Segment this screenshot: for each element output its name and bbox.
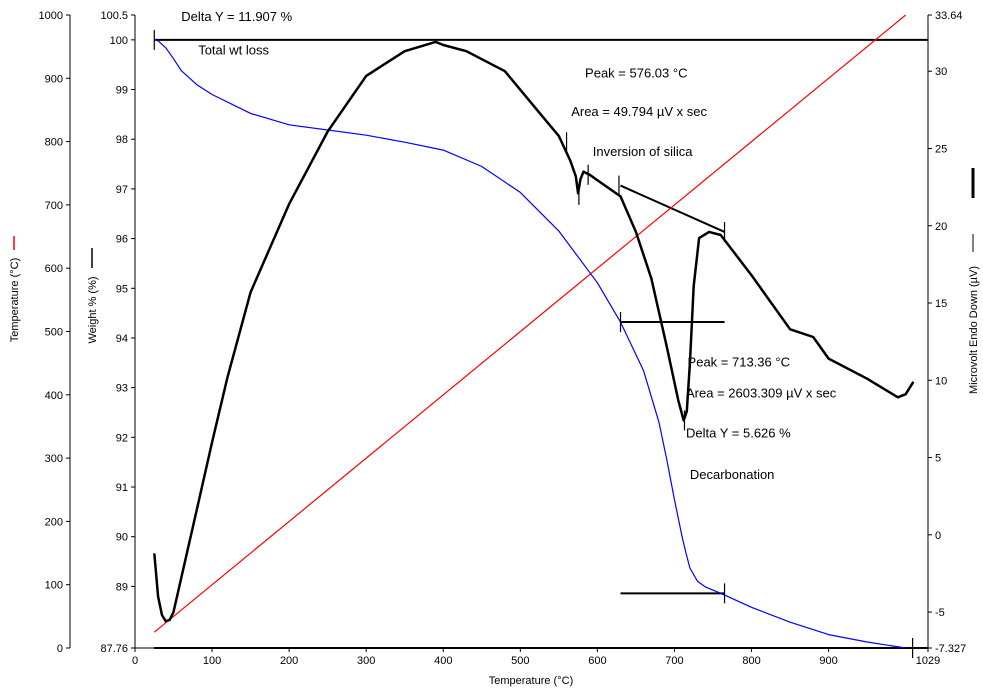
weight-axis-title: Weight % (%) [87,276,99,343]
microvolt-tick-label: 5 [935,453,941,465]
weight-tick-label: 98 [116,134,128,146]
temperature-series-line [153,14,907,633]
x-axis-title: Temperature (°C) [489,675,573,687]
temperature-tick-label: 0 [57,643,63,655]
x-tick-label: 200 [280,655,298,667]
weight-tick-label: 89 [116,581,128,593]
annotation-inversion-silica: Inversion of silica [593,144,693,159]
microvolt-tick-label: -5 [935,607,945,619]
microvolt-tick-label: 15 [935,298,947,310]
weight-tick-label: 96 [116,234,128,246]
microvolt-tick-label: 0 [935,530,941,542]
weight-tick-label: 90 [116,532,128,544]
axis-titles: Temperature (°C) Temperature (°C) Weight… [9,168,980,687]
x-tick-label: 600 [588,655,606,667]
weight-tick-label: 99 [116,85,128,97]
x-tick-label: 800 [742,655,760,667]
temperature-tick-label: 300 [45,453,63,465]
annotation-peak-713: Peak = 713.36 °C [688,354,790,369]
reference-lines [154,38,928,649]
x-tick-label: 0 [132,655,138,667]
temperature-tick-label: 200 [45,516,63,528]
weight-tick-label: 93 [116,383,128,395]
x-tick-label: 100 [203,655,221,667]
weight-tick-label: 87.76 [100,643,128,655]
weight-tick-label: 100 [110,35,128,47]
weight-tick-label: 91 [116,482,128,494]
temperature-tick-label: 100 [45,580,63,592]
microvolt-tick-label: -7.327 [935,643,966,655]
x-tick-label: 1029 [916,655,940,667]
annotation-delta-y-total: Delta Y = 11.907 % [181,9,292,24]
event-markers [153,29,914,658]
weight-tick-label: 100.5 [100,10,128,22]
temperature-tick-label: 500 [45,327,63,339]
annotation-area-576: Area = 49.794 µV x sec [571,104,707,119]
annotation-delta-y-decarb: Delta Y = 5.626 % [686,425,791,440]
axis-ticks: 0 100 200 300 400 500 600 700 800 900 102901002003… [39,10,967,667]
x-tick-label: 700 [665,655,683,667]
x-tick-label: 500 [511,655,529,667]
reference-line [620,184,725,233]
weight-tick-label: 95 [116,283,128,295]
microvolt-tick-label: 10 [935,375,947,387]
annotations: Delta Y = 11.907 % Total wt loss Peak = 57… [181,9,837,482]
weight-tick-label: 92 [116,432,128,444]
x-tick-label: 300 [357,655,375,667]
temperature-tick-label: 400 [45,390,63,402]
x-tick-label: 900 [819,655,837,667]
annotation-total-wt-loss: Total wt loss [198,43,269,58]
temperature-tick-label: 700 [45,200,63,212]
temperature-tick-label: 900 [45,73,63,85]
temperature-tick-label: 600 [45,263,63,275]
temperature-axis-title: Temperature (°C) [9,258,21,342]
weight-series-line [154,39,906,649]
weight-tick-label: 97 [116,184,128,196]
microvolt-tick-label: 33.64 [935,10,963,22]
microvolt-tick-label: 25 [935,144,947,156]
weight-tick-label: 94 [116,333,128,345]
annotation-area-713: Area = 2603.309 µV x sec [686,385,837,400]
microvolt-tick-label: 20 [935,221,947,233]
microvolt-tick-label: 30 [935,66,947,78]
annotation-peak-576: Peak = 576.03 °C [585,65,687,80]
x-tick-label: 400 [434,655,452,667]
temperature-tick-label: 1000 [39,10,63,22]
temperature-tick-label: 800 [45,137,63,149]
annotation-decarbonation: Decarbonation [690,467,775,482]
microvolt-axis-title: Microvolt Endo Down (µV) [968,266,980,394]
